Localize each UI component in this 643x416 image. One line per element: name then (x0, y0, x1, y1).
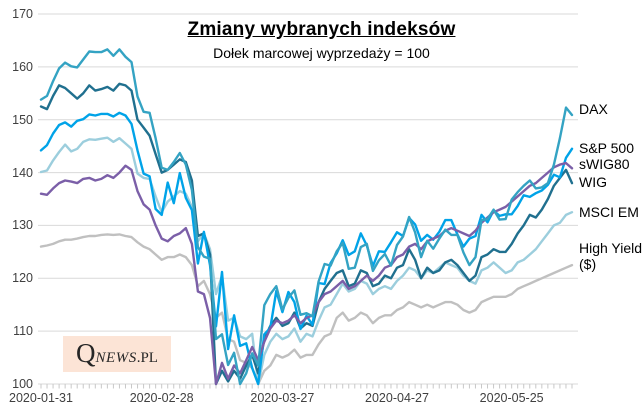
series-line-s-p-500 (39, 111, 574, 386)
logo-news: NEWS (95, 350, 137, 366)
series-label-swig80: sWIG80 (579, 156, 630, 173)
logo-pl: .PL (136, 350, 158, 366)
y-axis-tick-label: 120 (12, 271, 33, 286)
x-axis-tick-label: 2020-03-27 (250, 391, 315, 405)
series-label-s-p-500: S&P 500 (579, 139, 635, 156)
x-axis-tick-label: 2020-04-27 (365, 391, 429, 405)
y-axis-tick-label: 130 (12, 218, 33, 233)
series-label-msci-em: MSCI EM (579, 204, 639, 221)
y-axis-tick-label: 140 (12, 165, 33, 180)
series-line-swig80 (39, 161, 574, 386)
chart-title: Zmiany wybranych indeksów (187, 19, 456, 40)
series-label-high-yield-: High Yield ($) (579, 240, 643, 273)
series-line-msci-em (39, 136, 574, 386)
qnews-logo: Q NEWS .PL (63, 336, 171, 372)
y-axis-tick-label: 110 (13, 324, 33, 339)
series-line-dax (39, 48, 574, 386)
y-axis-tick-label: 150 (12, 112, 33, 127)
x-axis-tick-label: 2020-01-31 (9, 391, 73, 405)
y-axis-tick-label: 160 (12, 59, 33, 74)
series-label-wig: WIG (579, 174, 607, 191)
series-line-high-yield- (39, 233, 574, 386)
logo-q: Q (76, 338, 96, 368)
x-axis-tick-label: 2020-02-28 (129, 391, 194, 405)
chart-subtitle: Dołek marcowej wyprzedaży = 100 (213, 45, 430, 61)
y-axis-tick-label: 170 (12, 7, 33, 21)
y-axis-tick-label: 100 (12, 377, 33, 391)
series-label-dax: DAX (579, 100, 608, 117)
series-line-wig (39, 82, 574, 386)
x-axis-tick-label: 2020-05-25 (479, 391, 544, 405)
